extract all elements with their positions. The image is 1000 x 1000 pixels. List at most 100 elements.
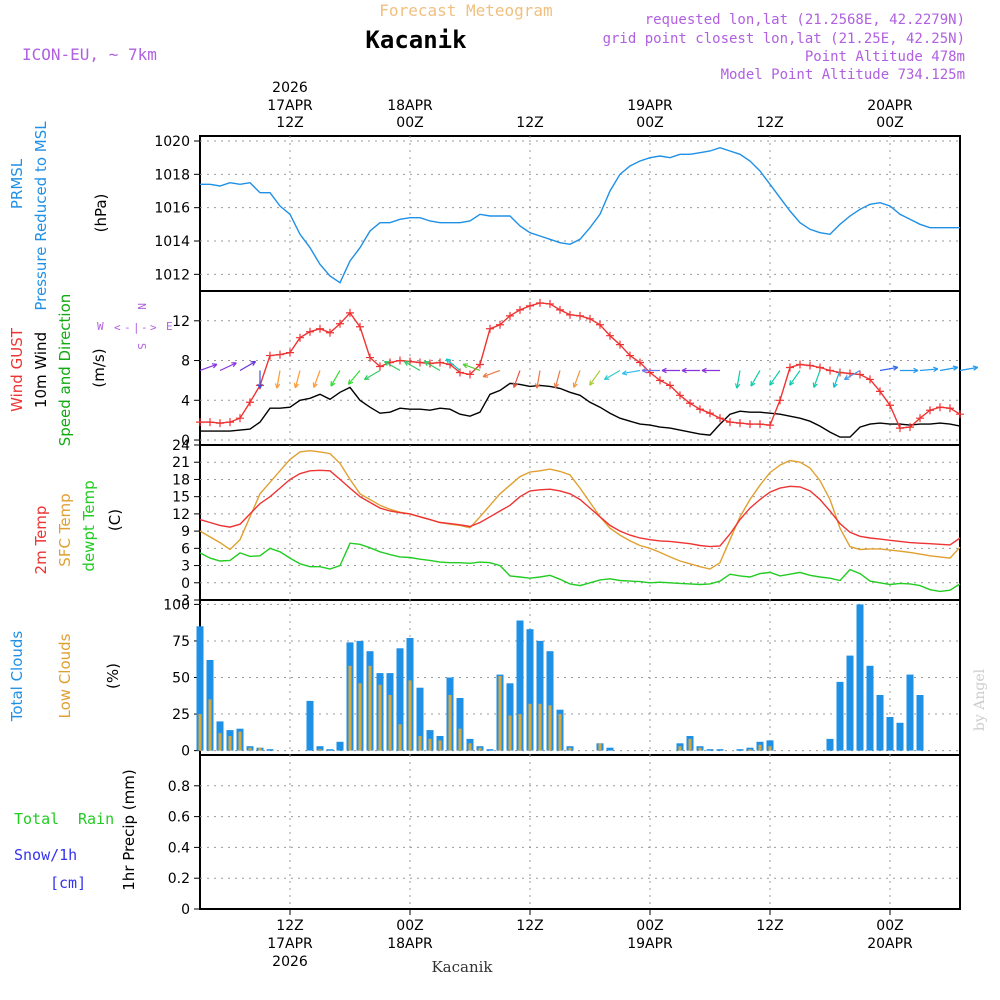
total-cloud-bar xyxy=(846,655,854,751)
y-tick-label-temperature: 0 xyxy=(181,576,190,592)
wind-arrow xyxy=(219,362,237,372)
gust-marker xyxy=(866,375,874,384)
y-tick-label-wind: 0 xyxy=(181,433,190,449)
clouds-label-low: Low Clouds xyxy=(56,633,74,718)
bottom-time-label: 00Z xyxy=(876,918,903,934)
wind-arrow xyxy=(661,367,680,374)
gust-marker xyxy=(836,368,844,377)
low-cloud-bar xyxy=(528,703,532,751)
gust-marker xyxy=(216,419,224,428)
credit-watermark: by Angel xyxy=(972,668,988,731)
total-cloud-bar xyxy=(826,738,834,751)
gust-marker xyxy=(606,331,614,340)
total-cloud-bar xyxy=(336,741,344,751)
gust-marker xyxy=(686,399,694,408)
svg-text:Pressure Reduced to MSL: Pressure Reduced to MSL xyxy=(32,121,50,311)
bottom-time-label: 12Z xyxy=(276,918,303,934)
wind-label-gust: Wind GUST xyxy=(8,327,26,412)
gust-marker xyxy=(556,305,564,314)
total-cloud-bar xyxy=(396,648,404,751)
precip-panel xyxy=(199,754,961,910)
gust-marker xyxy=(266,351,274,360)
y-tick-label-pressure: 1016 xyxy=(154,201,190,217)
low-cloud-bar xyxy=(258,747,262,751)
y-tick-label-clouds: 100 xyxy=(163,597,190,613)
top-time-label: 12Z xyxy=(756,115,783,131)
gust-marker xyxy=(236,414,244,423)
wind-arrows xyxy=(199,358,979,389)
gust-marker xyxy=(696,405,704,414)
total-cloud-bar xyxy=(316,746,324,751)
low-cloud-bar xyxy=(428,738,432,751)
gust-marker xyxy=(306,327,314,336)
pressure-series xyxy=(200,146,960,284)
total-cloud-bar xyxy=(746,747,754,751)
low-cloud-bar xyxy=(378,684,382,751)
low-cloud-bar xyxy=(198,714,202,751)
bottom-time-axis: 12Z 17APR 2026 00Z 18APR 12Z 00Z 19APR 12Z 00Z 20A… xyxy=(267,909,913,970)
gust-marker xyxy=(756,420,764,429)
low-cloud-bar xyxy=(218,733,222,751)
svg-text:1hr Precip (mm): 1hr Precip (mm) xyxy=(120,769,138,890)
gust-marker xyxy=(826,366,834,375)
wind-arrow xyxy=(832,370,841,388)
gust-marker xyxy=(526,301,534,310)
wind-arrow xyxy=(553,370,561,389)
pressure-label-2: Pressure Reduced to MSL xyxy=(32,121,50,311)
total-cloud-bar xyxy=(856,604,864,751)
gust-marker xyxy=(856,370,864,379)
bottom-time-label: 20APR xyxy=(867,936,913,952)
wind-arrow xyxy=(919,366,939,372)
svg-text:Total Clouds: Total Clouds xyxy=(8,631,26,723)
low-cloud-bar xyxy=(208,699,212,751)
total-cloud-bar xyxy=(606,747,614,751)
y-tick-label-temperature: 21 xyxy=(172,455,190,471)
total-cloud-bar xyxy=(876,695,884,751)
gust-marker xyxy=(376,362,384,371)
gust-marker xyxy=(676,391,684,400)
y-tick-label-temperature: 6 xyxy=(181,541,190,557)
wind-arrow xyxy=(843,369,861,381)
low-cloud-bar xyxy=(318,749,322,751)
wind-arrow xyxy=(274,370,281,389)
y-tick-label-temperature: 15 xyxy=(172,490,190,506)
temp-2m-line xyxy=(199,469,961,548)
wind-arrow xyxy=(347,370,361,385)
gust-marker xyxy=(276,350,284,359)
temp-label-sfc: SFC Temp xyxy=(56,493,74,566)
gust-marker xyxy=(516,305,524,314)
svg-text:by Angel: by Angel xyxy=(972,668,988,731)
svg-text:>: > xyxy=(150,321,157,334)
temperature-series xyxy=(199,449,961,593)
low-cloud-bar xyxy=(538,703,542,751)
wind-arrow xyxy=(603,369,621,381)
wind-gust-line xyxy=(200,302,961,429)
header-grid-point: grid point closest lon,lat (21.25E, 42.2… xyxy=(603,31,965,47)
wind-arrow xyxy=(462,363,481,372)
total-cloud-bar xyxy=(516,620,524,751)
precip-label-total: Total xyxy=(14,810,59,828)
gust-marker xyxy=(736,419,744,428)
wind-10m-line xyxy=(200,382,961,438)
low-cloud-bar xyxy=(368,665,372,751)
pressure-panel xyxy=(199,135,961,292)
total-cloud-bar xyxy=(866,665,874,751)
top-time-label: 20APR xyxy=(867,98,913,114)
gust-marker xyxy=(586,314,594,323)
gust-marker xyxy=(486,324,494,333)
total-cloud-bar xyxy=(416,687,424,751)
bottom-time-label: 2026 xyxy=(272,954,308,970)
gust-marker xyxy=(616,340,624,349)
low-cloud-bar xyxy=(408,680,412,751)
svg-text:Wind GUST: Wind GUST xyxy=(8,327,26,412)
gust-marker xyxy=(796,360,804,369)
svg-text:SFC Temp: SFC Temp xyxy=(56,493,74,566)
y-tick-label-wind: 12 xyxy=(172,314,190,330)
wind-arrow xyxy=(403,360,421,372)
svg-text:-: - xyxy=(124,321,131,334)
svg-text:<: < xyxy=(114,321,121,334)
y-tick-label-temperature: 24 xyxy=(172,438,190,454)
gust-marker xyxy=(416,358,424,367)
total-cloud-bar xyxy=(896,722,904,751)
temp-label-2m: 2m Temp xyxy=(32,506,50,575)
